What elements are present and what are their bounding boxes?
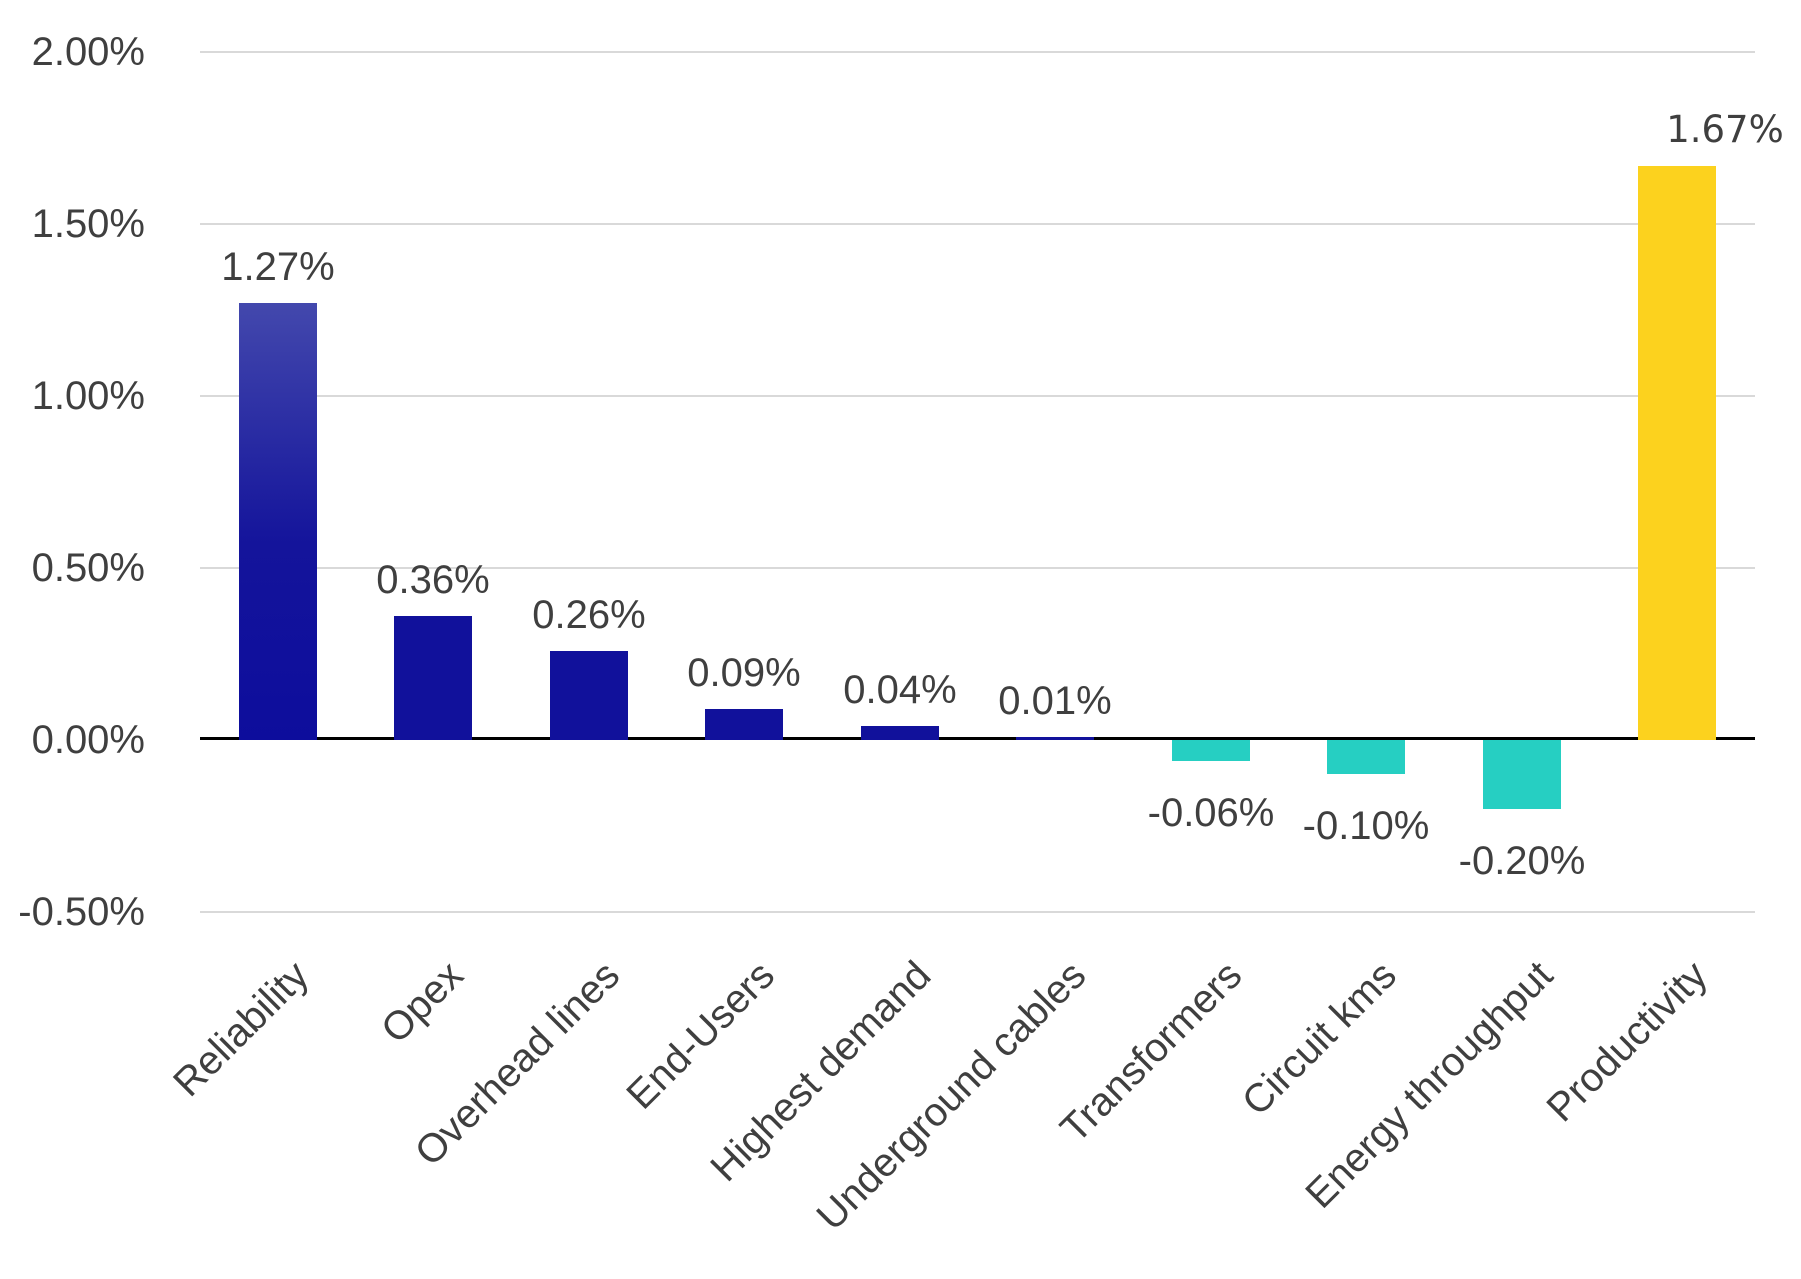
bar-value-label: 0.36% — [376, 558, 490, 602]
y-gridline — [200, 51, 1755, 53]
bar-value-label: -0.06% — [1147, 791, 1275, 835]
bar-underground-cables — [1016, 737, 1094, 740]
y-tick-label: 0.50% — [31, 546, 145, 590]
bar-value-label: 1.27% — [221, 245, 335, 289]
bar-transformers — [1172, 740, 1250, 761]
y-tick-label: 0.00% — [31, 718, 145, 762]
category-label: Circuit kms — [1234, 953, 1406, 1124]
bar-overhead-lines — [550, 651, 628, 740]
y-gridline — [200, 911, 1755, 913]
y-tick-label: 1.00% — [31, 374, 145, 418]
bar-opex — [394, 616, 472, 740]
y-gridline — [200, 395, 1755, 397]
bar-productivity — [1638, 166, 1716, 740]
y-gridline — [200, 223, 1755, 225]
category-label: Opex — [373, 953, 473, 1052]
bar-end-users — [705, 709, 783, 740]
category-label: End-Users — [618, 953, 784, 1118]
y-tick-label: 2.00% — [31, 30, 145, 74]
bar-reliability — [239, 303, 317, 740]
zero-axis-line — [200, 737, 1755, 740]
category-label: Underground cables — [808, 953, 1095, 1239]
y-gridline — [200, 567, 1755, 569]
bar-energy-throughput — [1483, 740, 1561, 809]
bar-value-label: 0.26% — [532, 593, 646, 637]
bar-highest-demand — [861, 726, 939, 740]
category-label: Productivity — [1538, 953, 1717, 1131]
bar-value-label: 1.67% — [1666, 108, 1784, 151]
bar-value-label: 0.09% — [687, 651, 801, 695]
bar-value-label: 0.04% — [843, 668, 957, 712]
category-label: Reliability — [164, 953, 318, 1106]
bar-value-label: 0.01% — [998, 679, 1112, 723]
bar-circuit-kms — [1327, 740, 1405, 774]
y-tick-label: 1.50% — [31, 202, 145, 246]
bar-value-label: -0.10% — [1302, 804, 1430, 848]
bar-value-label: -0.20% — [1458, 839, 1586, 883]
y-tick-label: -0.50% — [18, 890, 145, 934]
